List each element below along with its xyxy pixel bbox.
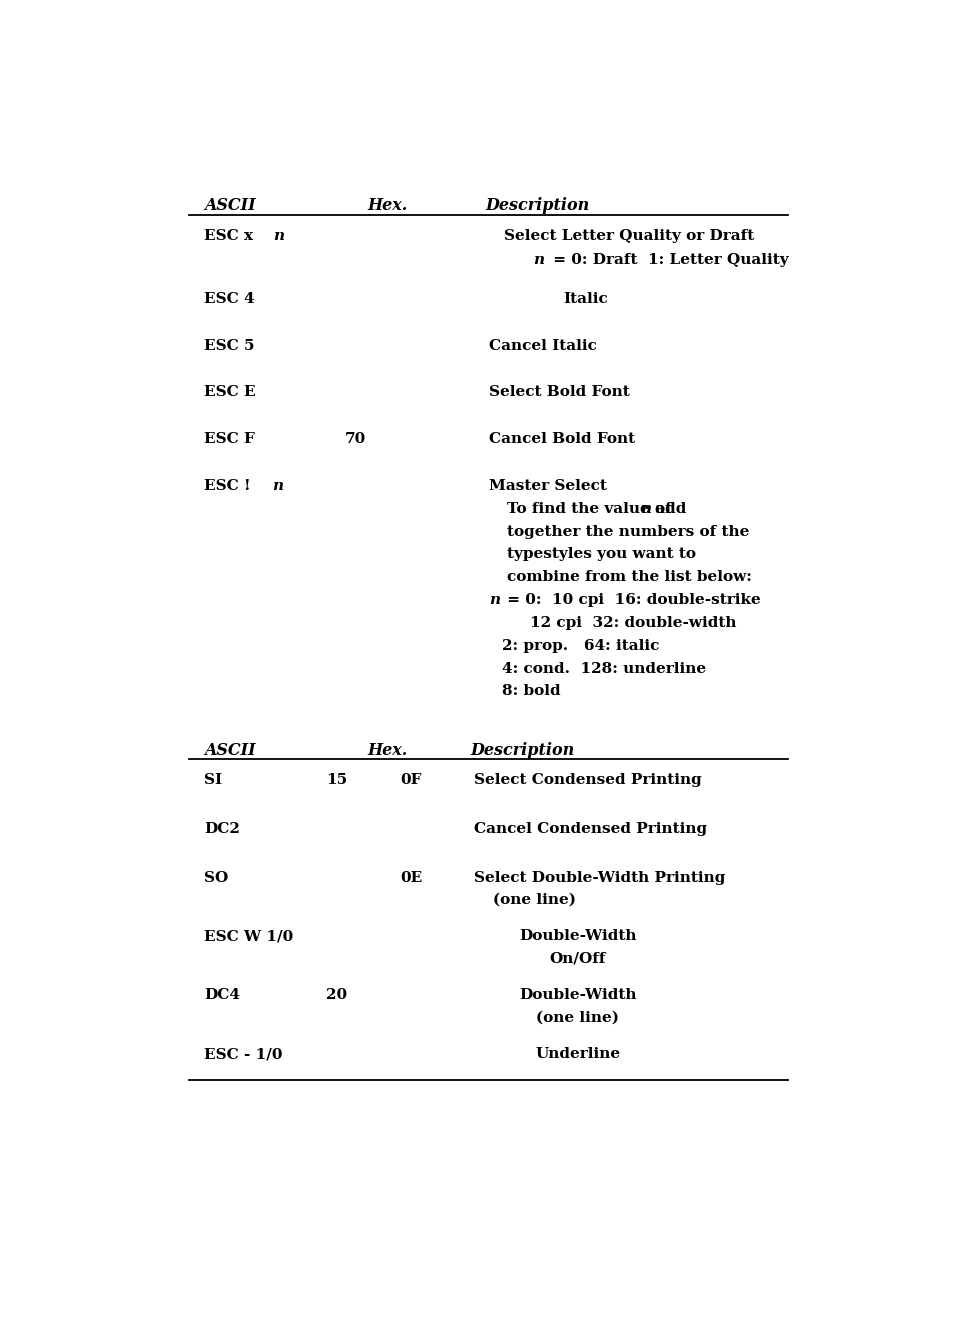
Text: Italic: Italic <box>562 293 607 306</box>
Text: n: n <box>273 229 284 244</box>
Text: 0E: 0E <box>400 871 422 884</box>
Text: On/Off: On/Off <box>549 952 605 966</box>
Text: add: add <box>649 502 686 515</box>
Text: ESC !: ESC ! <box>204 478 256 493</box>
Text: combine from the list below:: combine from the list below: <box>507 571 752 584</box>
Text: Hex.: Hex. <box>367 198 407 215</box>
Text: Cancel Italic: Cancel Italic <box>488 339 597 353</box>
Text: SI: SI <box>204 774 222 787</box>
Text: = 0: Draft  1: Letter Quality: = 0: Draft 1: Letter Quality <box>547 253 788 266</box>
Text: ASCII: ASCII <box>204 742 255 759</box>
Text: typestyles you want to: typestyles you want to <box>507 547 696 561</box>
Text: Double-Width: Double-Width <box>518 988 636 1002</box>
Text: Cancel Condensed Printing: Cancel Condensed Printing <box>474 822 706 836</box>
Text: n: n <box>272 478 283 493</box>
Text: Master Select: Master Select <box>488 478 606 493</box>
Text: Cancel Bold Font: Cancel Bold Font <box>488 432 635 447</box>
Text: Select Double-Width Printing: Select Double-Width Printing <box>474 871 724 884</box>
Text: 12 cpi  32: double-width: 12 cpi 32: double-width <box>529 616 736 630</box>
Text: 2: prop.   64: italic: 2: prop. 64: italic <box>501 639 659 652</box>
Text: 70: 70 <box>344 432 366 447</box>
Text: SO: SO <box>204 871 229 884</box>
Text: Description: Description <box>485 198 589 215</box>
Text: 4: cond.  128: underline: 4: cond. 128: underline <box>501 662 705 676</box>
Text: n: n <box>488 593 499 608</box>
Text: (one line): (one line) <box>492 892 575 907</box>
Text: Select Condensed Printing: Select Condensed Printing <box>474 774 701 787</box>
Text: ESC 5: ESC 5 <box>204 339 254 353</box>
Text: 8: bold: 8: bold <box>501 684 560 699</box>
Text: n: n <box>639 502 651 515</box>
Text: Select Letter Quality or Draft: Select Letter Quality or Draft <box>503 229 753 244</box>
Text: ESC F: ESC F <box>204 432 254 447</box>
Text: ESC 4: ESC 4 <box>204 293 254 306</box>
Text: 15: 15 <box>326 774 347 787</box>
Text: ESC x: ESC x <box>204 229 258 244</box>
Text: 0F: 0F <box>400 774 421 787</box>
Text: ESC - 1/0: ESC - 1/0 <box>204 1048 282 1061</box>
Text: DC4: DC4 <box>204 988 240 1002</box>
Text: DC2: DC2 <box>204 822 240 836</box>
Text: ASCII: ASCII <box>204 198 255 215</box>
Text: n: n <box>533 253 544 266</box>
Text: = 0:  10 cpi  16: double-strike: = 0: 10 cpi 16: double-strike <box>501 593 760 608</box>
Text: Underline: Underline <box>535 1048 619 1061</box>
Text: ESC W 1/0: ESC W 1/0 <box>204 929 294 944</box>
Text: ESC E: ESC E <box>204 385 255 399</box>
Text: together the numbers of the: together the numbers of the <box>507 525 749 539</box>
Text: (one line): (one line) <box>536 1011 618 1024</box>
Text: Double-Width: Double-Width <box>518 929 636 944</box>
Text: Hex.: Hex. <box>367 742 407 759</box>
Text: Select Bold Font: Select Bold Font <box>488 385 629 399</box>
Text: To find the value of: To find the value of <box>507 502 677 515</box>
Text: 20: 20 <box>326 988 347 1002</box>
Text: Description: Description <box>470 742 574 759</box>
